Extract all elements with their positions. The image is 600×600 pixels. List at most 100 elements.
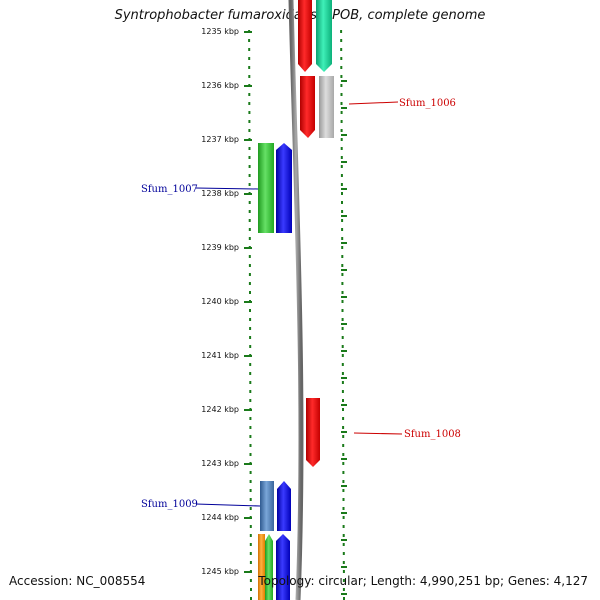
- ruler-dot-right: [342, 435, 345, 438]
- ruler-dot-right: [342, 480, 345, 483]
- ruler-dot-left: [249, 471, 252, 474]
- gene-label-sfum-1009[interactable]: Sfum_1009: [141, 499, 198, 510]
- ruler-dot-right: [340, 129, 343, 132]
- kbp-label: 1238 kbp: [201, 189, 239, 198]
- kbp-major-tick: [244, 517, 252, 519]
- genome-backbone: [288, 0, 304, 600]
- ruler-dot-left: [249, 561, 252, 564]
- ruler-tick-right: [341, 431, 347, 433]
- gene-blue-2: [277, 481, 291, 531]
- kbp-major-tick: [244, 31, 252, 33]
- ruler-tick-right: [341, 215, 347, 217]
- ruler-dot-left: [248, 75, 251, 78]
- ruler-tick-right: [341, 593, 347, 595]
- ruler-tick-right: [341, 539, 347, 541]
- kbp-major-tick: [244, 139, 252, 141]
- ruler-dot-right: [342, 516, 345, 519]
- gene-red-top-2: [300, 76, 315, 138]
- gene-label-sfum-1008[interactable]: Sfum_1008: [404, 429, 461, 440]
- ruler-dot-right: [340, 75, 343, 78]
- ruler-dot-right: [342, 426, 345, 429]
- leader-sfum-1007: [195, 187, 259, 190]
- ruler-dot-right: [342, 408, 344, 411]
- accession-text: Accession: NC_008554: [9, 574, 146, 588]
- ruler-dot-right: [342, 588, 345, 591]
- kbp-major-tick: [244, 247, 252, 249]
- ruler-tick-right: [341, 566, 347, 568]
- ruler-dot-right: [340, 93, 343, 96]
- ruler-dot-right: [341, 273, 344, 276]
- ruler-dot-left: [248, 57, 251, 60]
- kbp-label: 1239 kbp: [201, 243, 239, 252]
- ruler-dot-left: [249, 444, 252, 447]
- gene-gray-sfum-1006: [319, 76, 334, 138]
- ruler-dot-right: [341, 381, 344, 384]
- ruler-dot-right: [342, 507, 345, 510]
- gene-features: [258, 0, 334, 600]
- ruler-tick-right: [341, 485, 347, 487]
- ruler-dot-left: [248, 39, 251, 42]
- ruler-dot-right: [341, 264, 344, 267]
- ruler-dot-right: [342, 543, 345, 546]
- ruler-dot-left: [248, 48, 251, 51]
- ruler-dot-left: [249, 318, 252, 321]
- ruler-dot-right: [340, 156, 343, 159]
- ruler-dot-right: [340, 138, 343, 141]
- kbp-label: 1242 kbp: [201, 405, 239, 414]
- ruler-dot-right: [341, 372, 344, 375]
- ruler-tick-right: [341, 161, 347, 163]
- ruler-tick-right: [341, 269, 347, 271]
- gene-label-sfum-1007[interactable]: Sfum_1007: [141, 184, 198, 195]
- ruler-dot-right: [343, 597, 345, 600]
- ruler-dot-right: [342, 489, 345, 492]
- gene-blue-bottom: [276, 534, 290, 600]
- kbp-axis-labels: 1235 kbp 1236 kbp 1237 kbp 1238 kbp 1239 kbp…: [201, 27, 252, 576]
- ruler-tick-right: [341, 404, 347, 406]
- ruler-dot-right: [341, 309, 344, 312]
- kbp-major-tick: [244, 301, 252, 303]
- ruler-tick-right: [341, 80, 347, 82]
- ruler-dot-right: [340, 165, 343, 168]
- ruler-tick-right: [341, 134, 347, 136]
- ruler-dot-left: [248, 156, 251, 159]
- ruler-dot-left: [250, 597, 252, 600]
- gene-label-sfum-1006[interactable]: Sfum_1006: [399, 98, 456, 109]
- ruler-dot-left: [249, 552, 252, 555]
- kbp-major-tick: [244, 409, 252, 411]
- ruler-dot-left: [248, 147, 251, 150]
- ruler-dot-left: [249, 327, 252, 330]
- ruler-dot-left: [249, 507, 252, 510]
- ruler-dot-left: [248, 228, 251, 231]
- ruler-dot-right: [342, 399, 344, 402]
- ruler-dot-left: [249, 345, 252, 348]
- ruler-dot-left: [248, 201, 251, 204]
- ruler-dot-left: [249, 309, 251, 312]
- leader-sfum-1008: [353, 432, 403, 435]
- ruler-tick-right: [341, 107, 347, 109]
- kbp-major-tick: [244, 571, 252, 573]
- ruler-dot-right: [341, 336, 344, 339]
- ruler-dot-left: [249, 489, 252, 492]
- ruler-dot-right: [340, 57, 343, 60]
- ruler-dot-left: [249, 498, 252, 501]
- ruler-dot-left: [248, 210, 251, 213]
- kbp-label: 1237 kbp: [201, 135, 239, 144]
- ruler-dot-left: [248, 129, 251, 132]
- ruler-dot-left: [248, 273, 251, 276]
- ruler-dot-left: [249, 390, 252, 393]
- ruler-dot-right: [341, 237, 344, 240]
- ruler-dot-left: [249, 480, 252, 483]
- ruler-dot-right: [341, 246, 344, 249]
- ruler-dot-right: [342, 579, 345, 582]
- kbp-label: 1243 kbp: [201, 459, 239, 468]
- ruler-dot-right: [342, 444, 345, 447]
- ruler-dot-left: [248, 183, 251, 186]
- ruler-dot-right: [342, 417, 345, 420]
- ruler-dot-left: [249, 435, 252, 438]
- gene-steelblue-sfum-1009: [260, 481, 274, 531]
- ruler-dot-right: [340, 39, 343, 42]
- ruler-dot-right: [341, 201, 343, 204]
- ruler-tick-right: [341, 188, 347, 190]
- ruler-dot-left: [249, 579, 252, 582]
- ruler-dot-left: [250, 588, 252, 591]
